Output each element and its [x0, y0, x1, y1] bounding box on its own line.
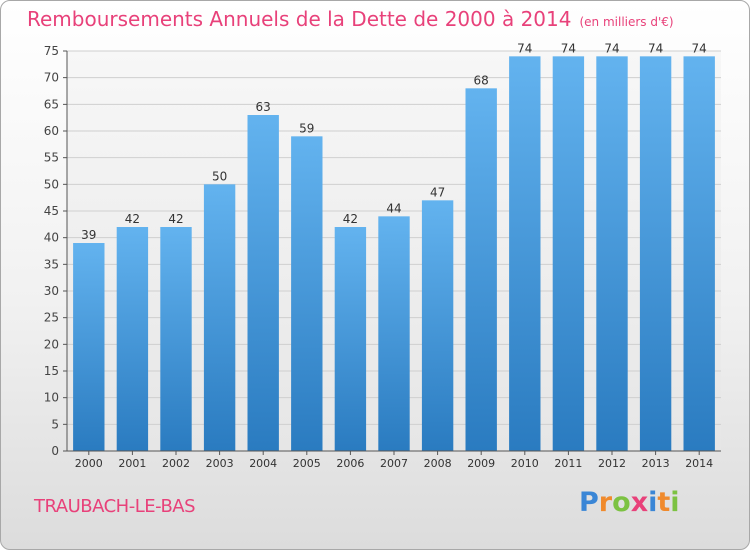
- logo-letter: i: [670, 487, 680, 518]
- y-tick-label: 50: [44, 177, 59, 191]
- y-tick-label: 55: [44, 151, 59, 165]
- bar: [421, 200, 454, 451]
- y-tick-label: 30: [44, 284, 59, 298]
- x-tick-label: 2000: [75, 457, 103, 470]
- y-tick-label: 70: [44, 71, 59, 85]
- logo-letter: t: [657, 487, 671, 518]
- x-tick-label: 2001: [118, 457, 146, 470]
- bar: [203, 184, 236, 452]
- bar: [552, 56, 585, 451]
- y-tick-label: 25: [44, 311, 59, 325]
- bar: [291, 136, 323, 452]
- bars: [73, 56, 715, 452]
- chart-header: Remboursements Annuels de la Dette de 20…: [27, 7, 674, 31]
- chart-unit: (en milliers d'€): [579, 15, 674, 29]
- bar: [596, 56, 628, 451]
- y-tick-label: 75: [44, 44, 59, 58]
- y-tick-label: 40: [44, 231, 59, 245]
- y-tick-label: 45: [44, 204, 59, 218]
- data-label: 74: [648, 41, 663, 55]
- data-label: 74: [517, 41, 532, 55]
- y-axis: 0 5 10 15 20 25 30 35 40 45 50 55 60 65 70 75: [44, 44, 68, 458]
- bar: [378, 216, 410, 451]
- data-label: 63: [256, 100, 271, 114]
- x-tick-label: 2010: [511, 457, 539, 470]
- x-tick-label: 2004: [249, 457, 277, 470]
- data-label: 74: [561, 41, 576, 55]
- y-tick-label: 10: [44, 391, 59, 405]
- data-label: 50: [212, 169, 227, 183]
- logo-letter: o: [612, 487, 631, 518]
- bar: [509, 56, 541, 451]
- logo-letter: P: [579, 487, 599, 518]
- bar: [247, 115, 279, 451]
- x-tick-label: 2003: [206, 457, 234, 470]
- bar: [334, 227, 367, 451]
- data-label: 59: [299, 121, 314, 135]
- data-label: 42: [343, 212, 358, 226]
- x-tick-label: 2011: [554, 457, 582, 470]
- bar: [683, 56, 715, 451]
- x-tick-label: 2008: [424, 457, 452, 470]
- bar: [73, 243, 105, 451]
- bar: [116, 227, 149, 451]
- x-tick-label: 2002: [162, 457, 190, 470]
- data-label: 68: [474, 73, 489, 87]
- x-tick-label: 2007: [380, 457, 408, 470]
- bar: [465, 88, 497, 451]
- bar: [160, 227, 192, 451]
- data-labels: 39 42 42 50 63 59 42 44 47 68 74 74 74 74 74: [81, 41, 707, 242]
- data-label: 42: [168, 212, 183, 226]
- y-tick-label: 65: [44, 97, 59, 111]
- data-label: 42: [125, 212, 140, 226]
- y-tick-label: 20: [44, 337, 59, 351]
- x-tick-label: 2006: [336, 457, 364, 470]
- data-label: 47: [430, 185, 445, 199]
- x-axis: 2000 2001 2002 2003 2004 2005 2006 2007 2008 2009…: [67, 450, 721, 470]
- logo-letter: x: [630, 487, 649, 518]
- data-label: 44: [386, 201, 401, 215]
- y-tick-label: 15: [44, 364, 59, 378]
- proxiti-logo[interactable]: Proxiti: [579, 487, 680, 518]
- x-tick-label: 2005: [293, 457, 321, 470]
- x-tick-label: 2013: [642, 457, 670, 470]
- y-tick-label: 0: [51, 444, 59, 458]
- x-tick-label: 2014: [685, 457, 713, 470]
- data-label: 74: [604, 41, 619, 55]
- logo-letter: i: [648, 487, 658, 518]
- bar: [639, 56, 672, 451]
- data-label: 39: [81, 228, 96, 242]
- y-tick-label: 60: [44, 124, 59, 138]
- logo-letter: r: [598, 487, 613, 518]
- data-label: 74: [692, 41, 707, 55]
- y-tick-label: 5: [51, 417, 59, 431]
- x-tick-label: 2009: [467, 457, 495, 470]
- commune-name: TRAUBACH-LE-BAS: [34, 496, 196, 517]
- x-tick-label: 2012: [598, 457, 626, 470]
- chart-title: Remboursements Annuels de la Dette de 20…: [27, 7, 572, 31]
- y-tick-label: 35: [44, 257, 59, 271]
